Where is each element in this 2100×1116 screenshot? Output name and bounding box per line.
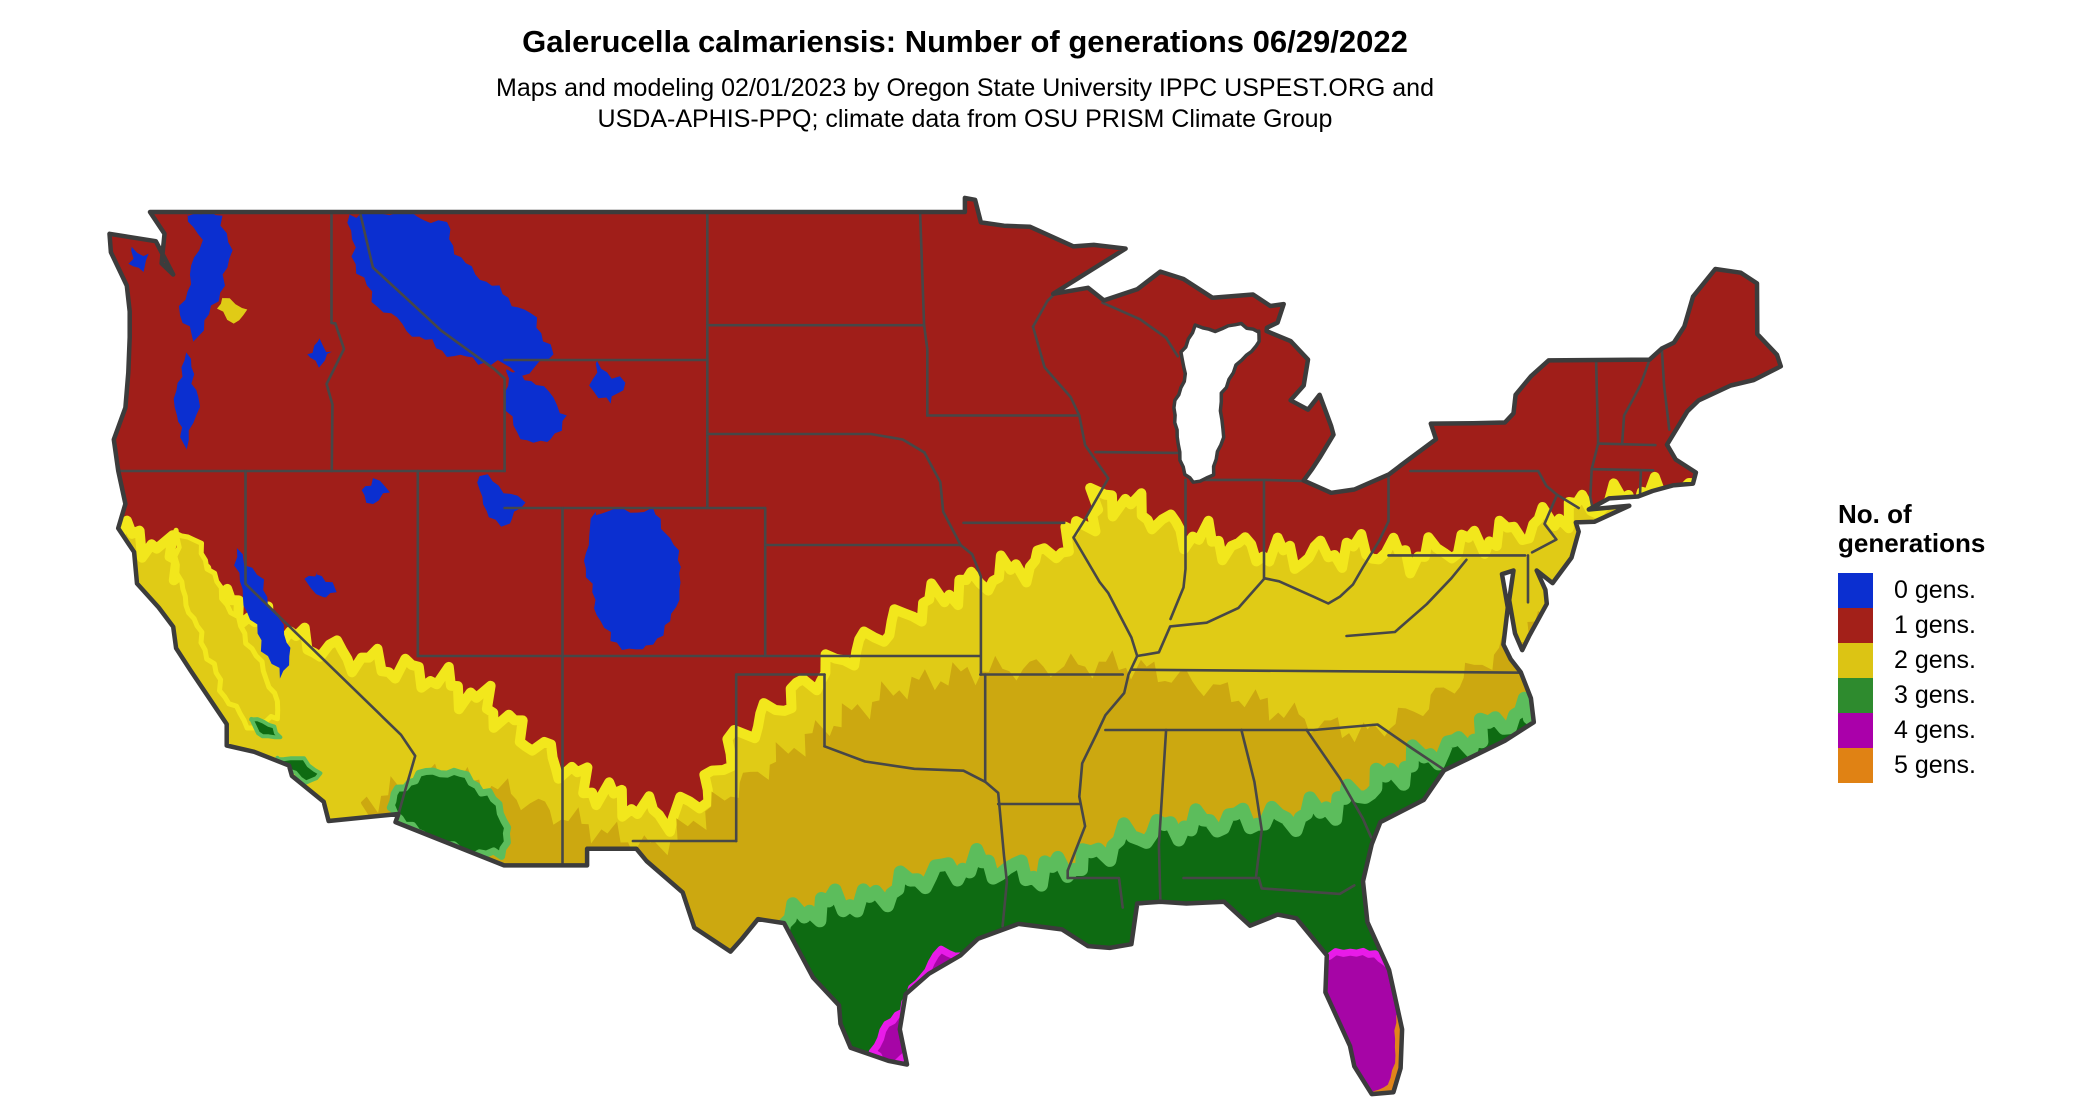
state-border-line <box>325 322 346 473</box>
patch-0-generations-mountains-5 <box>589 360 626 404</box>
legend-label: 0 gens. <box>1894 576 1977 604</box>
legend-title-line-2: generations <box>1838 528 1986 558</box>
state-border-line <box>1031 294 1055 328</box>
patch-yakima-yellow <box>217 297 248 324</box>
state-border-line <box>1409 469 1559 496</box>
patch-0-generations-mountains-1 <box>173 352 201 450</box>
legend-title: No. of generations <box>1838 500 2098 558</box>
state-border-line <box>1305 728 1373 839</box>
state-border-line <box>706 432 926 454</box>
us-outline <box>107 195 1784 1097</box>
state-border-line <box>1066 876 1124 909</box>
state-border-line <box>1104 723 1447 772</box>
legend-label: 3 gens. <box>1894 681 1977 709</box>
state-border-line <box>1169 478 1187 621</box>
patch-bakersfield-green <box>249 716 283 740</box>
legend-swatch-4-gens <box>1838 713 1873 748</box>
state-border-line <box>959 543 983 676</box>
legend-swatch-3-gens <box>1838 678 1873 713</box>
patch-0-generations-mountains-6 <box>584 507 681 650</box>
legend-swatch-0-gens <box>1838 573 1873 608</box>
legend-label: 5 gens. <box>1894 751 1977 779</box>
legend-row-4-gens: 4 gens. <box>1838 713 2098 748</box>
state-border-line <box>1620 358 1651 446</box>
state-border-line <box>1031 325 1139 880</box>
state-border-line <box>1193 478 1305 483</box>
legend: No. of generations 0 gens. 1 gens. 2 gens.… <box>1838 500 2098 783</box>
state-border-line <box>918 210 929 417</box>
legend-title-line-1: No. of <box>1838 499 1912 529</box>
legend-swatch-1-gens <box>1838 608 1873 643</box>
state-border-line <box>1094 450 1179 455</box>
patch-0-generations-mountains-7 <box>477 474 526 527</box>
state-border-line <box>1240 728 1263 880</box>
state-border-line <box>1590 467 1655 472</box>
legend-row-3-gens: 3 gens. <box>1838 678 2098 713</box>
state-border-line <box>1345 558 1468 638</box>
legend-items: 0 gens. 1 gens. 2 gens. 3 gens. 4 gens. 5 gen… <box>1838 573 2098 783</box>
state-border-line <box>358 210 506 473</box>
state-border-line <box>1257 876 1356 896</box>
legend-swatch-2-gens <box>1838 643 1873 678</box>
state-border-line <box>1597 442 1657 447</box>
legend-label: 2 gens. <box>1894 646 1977 674</box>
lake-michigan <box>1172 321 1261 484</box>
legend-row-1-gens: 1 gens. <box>1838 608 2098 643</box>
figure-header: Galerucella calmariensis: Number of gene… <box>0 0 1930 135</box>
patch-0-generations-mountains-10 <box>361 478 390 504</box>
legend-label: 4 gens. <box>1894 716 1977 744</box>
page-title: Galerucella calmariensis: Number of gene… <box>522 24 1408 59</box>
state-border-line <box>1130 668 1527 674</box>
state-border-line <box>983 673 1009 928</box>
legend-row-5-gens: 5 gens. <box>1838 748 2098 783</box>
legend-label: 1 gens. <box>1894 611 1977 639</box>
state-border-line <box>823 745 987 784</box>
state-border-line <box>1555 493 1580 510</box>
patch-0-generations-mountains-4 <box>504 369 567 443</box>
state-border-line <box>1530 493 1559 554</box>
state-border-line <box>1135 520 1390 658</box>
legend-swatch-5-gens <box>1838 748 1873 783</box>
patch-0-generations-mountains-11 <box>307 338 332 368</box>
state-border-line <box>1157 728 1168 904</box>
legend-row-0-gens: 0 gens. <box>1838 573 2098 608</box>
patch-0-generations-mountains-0 <box>178 209 233 342</box>
state-border-line <box>244 469 417 816</box>
state-border-line <box>1638 469 1643 495</box>
state-border-line <box>923 451 962 547</box>
patch-0-generations-mountains-8 <box>234 548 291 679</box>
patch-0-generations-mountains-3 <box>347 209 554 376</box>
subtitle-line-1: Maps and modeling 02/01/2023 by Oregon S… <box>496 74 1434 102</box>
state-border-line <box>1101 301 1179 358</box>
subtitle-line-2: USDA-APHIS-PPQ; climate data from OSU PR… <box>597 105 1333 133</box>
patch-0-generations-mountains-2 <box>128 246 149 272</box>
legend-row-2-gens: 2 gens. <box>1838 643 2098 678</box>
subtitle: Maps and modeling 02/01/2023 by Oregon S… <box>0 73 1930 135</box>
state-border-line <box>1660 347 1671 431</box>
patch-0-generations-mountains-9 <box>304 570 337 598</box>
state-borders <box>116 210 1671 928</box>
